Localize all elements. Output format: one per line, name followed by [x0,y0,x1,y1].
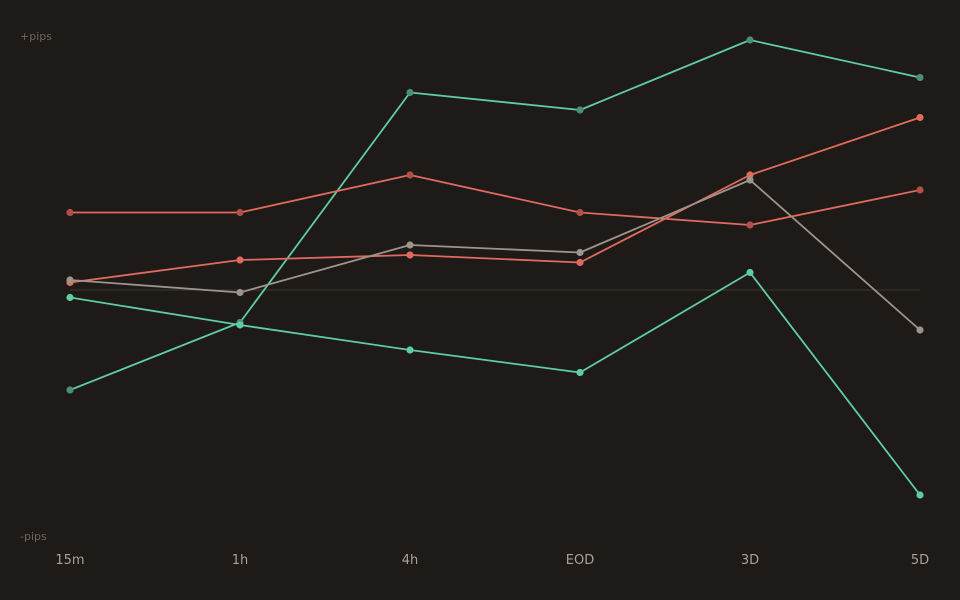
y-axis-bottom-label: -pips [20,530,47,543]
x-tick-label: 4h [402,553,419,568]
series-3-point-1h[interactable] [236,208,244,217]
series-5-point-4h[interactable] [406,241,414,249]
series-5-point-1h[interactable] [236,288,244,297]
series-5 [66,176,924,334]
series-2-point-5D[interactable] [916,491,924,499]
series-5-point-5D[interactable] [916,326,924,334]
x-tick-label: 1h [232,553,249,568]
series-5-line [69,179,921,331]
series-2-point-15m[interactable] [66,293,74,302]
series-4-point-EOD[interactable] [576,258,584,267]
series-5-point-3D[interactable] [746,176,754,184]
series-4-point-5D[interactable] [916,113,924,122]
x-tick-label: 3D [741,553,759,568]
series-2-point-3D[interactable] [746,268,754,277]
series-1-point-4h[interactable] [406,88,414,97]
x-tick-label: 15m [55,553,84,568]
series-3-point-15m[interactable] [66,208,74,217]
series-3-point-EOD[interactable] [576,208,584,217]
series-1-point-EOD[interactable] [576,106,584,114]
series-4-point-3D[interactable] [746,171,754,179]
series-3-point-4h[interactable] [406,171,414,179]
x-tick-label: 5D [911,553,929,568]
series-5-point-EOD[interactable] [576,248,584,257]
series-4-point-1h[interactable] [236,256,244,264]
series-1-point-15m[interactable] [66,386,74,394]
series-2-point-4h[interactable] [406,346,414,354]
series-1-point-5D[interactable] [916,73,924,82]
series-2 [66,268,924,499]
series-3 [66,171,924,229]
series-4 [66,113,924,287]
series-2-point-EOD[interactable] [576,368,584,377]
x-tick-label: EOD [566,553,594,568]
series-1-line [69,39,921,391]
series-2-line [69,271,921,496]
y-axis-top-label: +pips [20,30,52,43]
series-3-point-5D[interactable] [916,186,924,194]
series-1-point-3D[interactable] [746,36,754,44]
series-3-line [70,174,921,226]
series-4-point-4h[interactable] [406,251,414,259]
series-5-point-15m[interactable] [66,276,74,284]
series-4-line [69,116,921,284]
series-3-point-3D[interactable] [746,221,754,229]
series-2-point-1h[interactable] [236,321,244,329]
